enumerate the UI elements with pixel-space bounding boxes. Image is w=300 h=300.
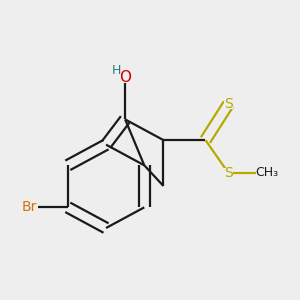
- Bar: [121, 72, 130, 83]
- Text: H: H: [111, 64, 121, 77]
- Bar: [256, 168, 277, 178]
- Text: Br: Br: [22, 200, 37, 214]
- Text: O: O: [119, 70, 131, 85]
- Text: S: S: [224, 166, 233, 180]
- Bar: [224, 168, 233, 178]
- Text: S: S: [224, 97, 233, 111]
- Bar: [21, 202, 38, 213]
- Text: CH₃: CH₃: [255, 167, 278, 179]
- Bar: [224, 99, 233, 110]
